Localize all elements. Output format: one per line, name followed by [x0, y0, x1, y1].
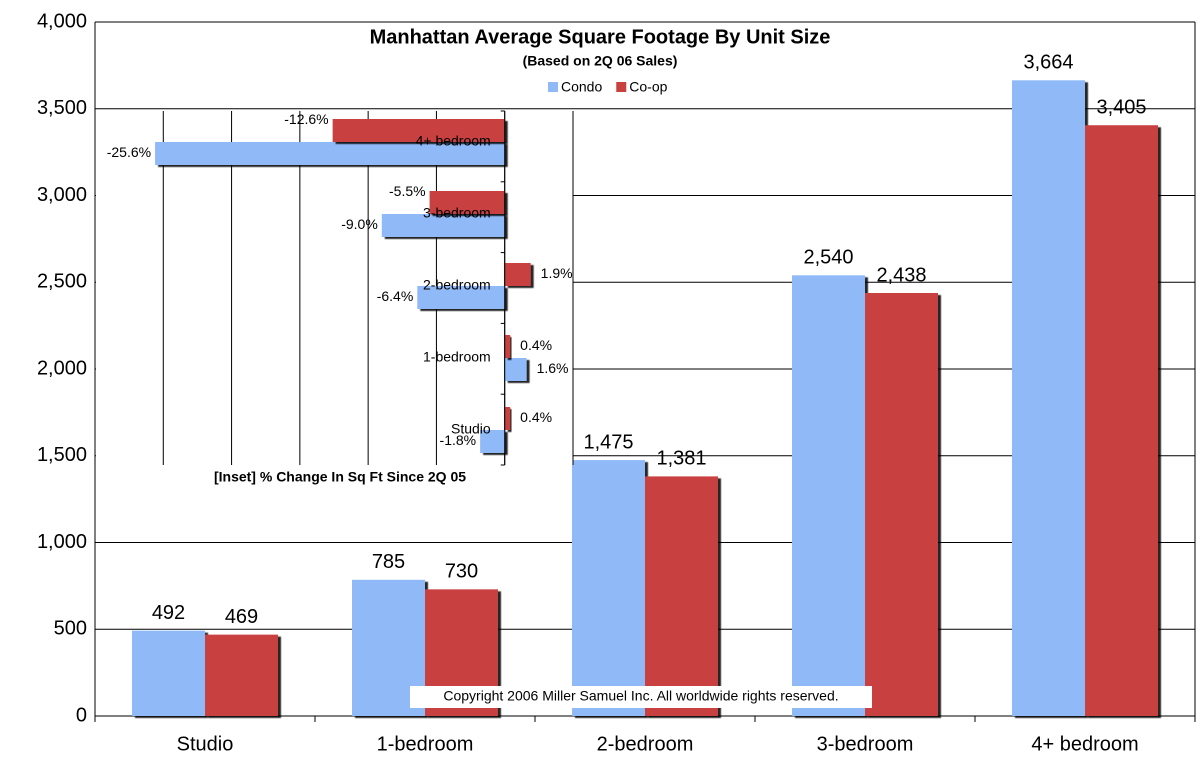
- value-label: 492: [152, 602, 185, 624]
- value-label: 785: [372, 551, 405, 573]
- x-tick-label: Studio: [177, 733, 234, 755]
- legend-label: Condo: [561, 79, 602, 95]
- legend-label: Co-op: [629, 79, 667, 95]
- inset-value-label: -5.5%: [389, 183, 426, 199]
- inset-title: [Inset] % Change In Sq Ft Since 2Q 05: [214, 469, 466, 485]
- legend-swatch: [616, 82, 627, 92]
- inset-bar: [480, 430, 505, 453]
- inset-bar: [429, 191, 505, 214]
- y-tick-label: 2,500: [37, 271, 87, 293]
- bar: [1012, 80, 1085, 716]
- note-background: [410, 686, 872, 708]
- y-tick-label: 0: [76, 704, 87, 726]
- inset-bar: [332, 119, 505, 142]
- value-label: 730: [445, 561, 478, 583]
- y-tick-label: 4,000: [37, 10, 87, 32]
- x-tick-label: 2-bedroom: [597, 733, 694, 755]
- y-tick-label: 1,000: [37, 531, 87, 553]
- inset-category-label: 3-bedroom: [423, 205, 491, 221]
- inset-value-label: -6.4%: [377, 288, 414, 304]
- x-tick-label: 3-bedroom: [817, 733, 914, 755]
- inset-bar: [504, 407, 511, 430]
- bar: [865, 293, 938, 716]
- bar: [132, 630, 205, 716]
- bar: [645, 476, 718, 716]
- value-label: 2,438: [876, 264, 926, 286]
- legend-swatch: [548, 82, 558, 92]
- inset-value-label: 0.4%: [520, 409, 552, 425]
- value-label: 2,540: [803, 247, 853, 269]
- bar: [1085, 125, 1158, 717]
- chart-title: Manhattan Average Square Footage By Unit…: [370, 26, 831, 48]
- inset-value-label: 1.9%: [541, 265, 573, 281]
- inset-category-label: 4+ bedroom: [416, 133, 491, 149]
- inset-value-label: 1.6%: [537, 360, 569, 376]
- inset-bar: [381, 214, 505, 237]
- bar: [205, 634, 278, 716]
- inset-category-label: 1-bedroom: [423, 349, 491, 365]
- value-label: 1,381: [656, 448, 706, 470]
- inset-bar: [504, 358, 527, 381]
- value-label: 3,405: [1096, 97, 1146, 119]
- y-tick-label: 2,000: [37, 357, 87, 379]
- copyright-note: Copyright 2006 Miller Samuel Inc. All wo…: [443, 688, 838, 704]
- inset-bar: [504, 335, 511, 358]
- y-tick-label: 3,500: [37, 97, 87, 119]
- value-label: 1,475: [583, 431, 633, 453]
- x-tick-label: 4+ bedroom: [1031, 733, 1138, 755]
- x-tick-label: 1-bedroom: [377, 733, 474, 755]
- chart-subtitle: (Based on 2Q 06 Sales): [523, 53, 678, 69]
- y-tick-label: 1,500: [37, 444, 87, 466]
- inset-bar: [417, 286, 505, 309]
- inset-value-label: 0.4%: [520, 337, 552, 353]
- value-label: 3,664: [1023, 52, 1073, 74]
- inset-value-label: -1.8%: [440, 432, 477, 448]
- inset-category-label: Studio: [451, 421, 491, 437]
- inset-bar: [155, 142, 505, 165]
- inset-value-label: -9.0%: [341, 216, 378, 232]
- inset-value-label: -25.6%: [107, 144, 151, 160]
- y-tick-label: 500: [54, 618, 87, 640]
- bar: [792, 275, 865, 716]
- inset-bar: [504, 263, 531, 286]
- inset-value-label: -12.6%: [284, 111, 328, 127]
- inset-category-label: 2-bedroom: [423, 277, 491, 293]
- value-label: 469: [225, 606, 258, 628]
- bar: [572, 460, 645, 716]
- y-tick-label: 3,000: [37, 184, 87, 206]
